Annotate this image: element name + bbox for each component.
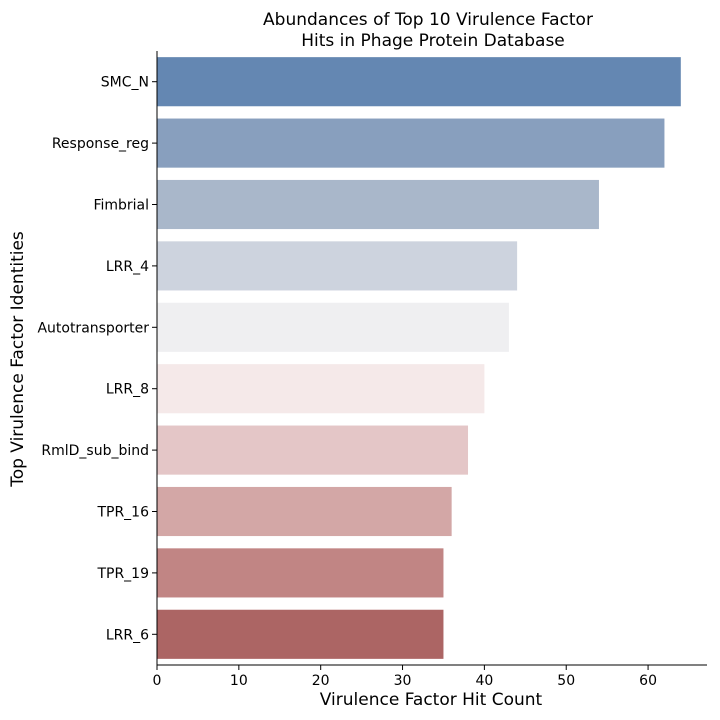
chart-title-line-2: Hits in Phage Protein Database [301, 31, 565, 51]
y-tick-label: Response_reg [52, 136, 149, 152]
y-tick-label: Fimbrial [93, 198, 149, 214]
bar-fimbrial [157, 179, 599, 230]
x-axis-ticks: 0 10 20 30 40 50 60 [153, 665, 657, 689]
y-tick-label: SMC_N [101, 75, 149, 91]
x-tick-label: 30 [394, 673, 412, 689]
bar-response-reg [157, 118, 665, 168]
x-tick-label: 40 [475, 673, 493, 689]
bar-lrr-8 [157, 364, 485, 414]
x-tick-label: 0 [153, 673, 162, 689]
bar-smc-n [157, 57, 681, 107]
y-axis-ticks: SMC_N Response_reg Fimbrial LRR_4 Autotransp… [37, 75, 157, 643]
y-tick-label: LRR_4 [106, 259, 149, 275]
bars-group [157, 57, 681, 659]
x-axis-label: Virulence Factor Hit Count [320, 690, 543, 710]
bar-lrr-6 [157, 609, 444, 659]
x-tick-label: 20 [312, 673, 330, 689]
y-axis-label: Top Virulence Factor Identities [8, 231, 28, 488]
y-tick-label: TPR_16 [96, 505, 149, 521]
bar-autotransporter [157, 302, 509, 352]
x-tick-label: 60 [639, 673, 657, 689]
y-tick-label: LRR_8 [106, 382, 149, 398]
bar-tpr-16 [157, 486, 452, 537]
bar-lrr-4 [157, 241, 518, 291]
chart-title-line-1: Abundances of Top 10 Virulence Factor [263, 10, 593, 30]
x-tick-label: 10 [230, 673, 248, 689]
x-tick-label: 50 [557, 673, 575, 689]
y-tick-label: RmlD_sub_bind [41, 443, 149, 459]
y-tick-label: LRR_6 [106, 627, 149, 643]
y-tick-label: Autotransporter [37, 320, 149, 336]
bar-tpr-19 [157, 548, 444, 598]
bar-rmld-sub-bind [157, 425, 469, 475]
y-tick-label: TPR_19 [96, 566, 149, 582]
